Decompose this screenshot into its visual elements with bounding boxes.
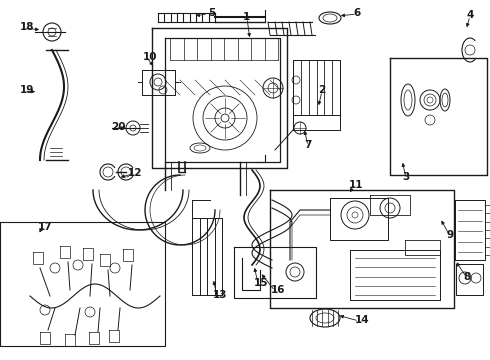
Text: 3: 3 [402,172,409,182]
Text: 11: 11 [349,180,364,190]
Text: 4: 4 [466,10,473,20]
Text: 10: 10 [143,52,157,62]
Text: 16: 16 [271,285,286,295]
Text: 15: 15 [254,278,269,288]
Text: 8: 8 [463,272,470,282]
Text: 14: 14 [355,315,369,325]
Text: 17: 17 [38,222,52,232]
Text: 12: 12 [128,168,143,178]
Text: 1: 1 [243,12,250,22]
Text: 6: 6 [353,8,360,18]
Text: 19: 19 [20,85,34,95]
Text: 2: 2 [318,85,325,95]
Text: 9: 9 [446,230,453,240]
Text: 13: 13 [213,290,227,300]
Text: 5: 5 [208,8,215,18]
Text: 20: 20 [111,122,125,132]
Text: 18: 18 [20,22,34,32]
Text: 7: 7 [304,140,311,150]
